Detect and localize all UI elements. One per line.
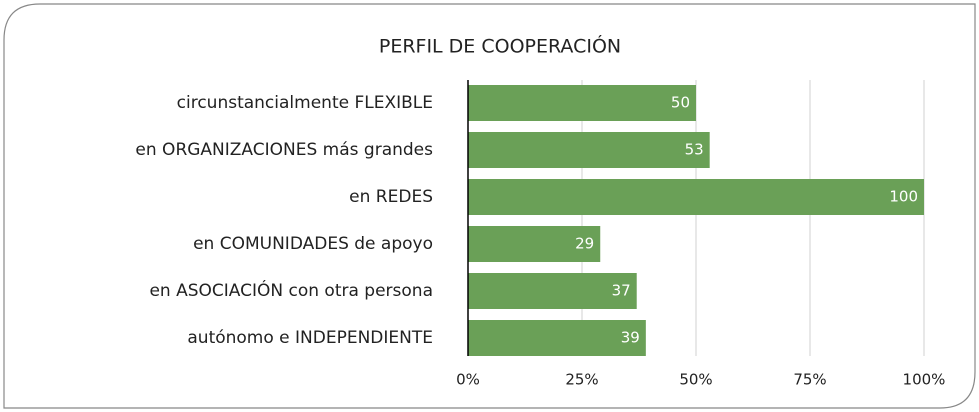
x-tick-label: 100% (903, 371, 946, 389)
x-tick-label: 50% (679, 371, 712, 389)
x-tick-label: 75% (793, 371, 826, 389)
y-tick-label: en REDES (349, 187, 433, 207)
data-label: 50 (671, 94, 690, 112)
data-label: 100 (889, 188, 918, 206)
data-label: 37 (612, 282, 631, 300)
x-tick-label: 25% (565, 371, 598, 389)
x-tick-label: 0% (456, 371, 480, 389)
bar (468, 226, 601, 262)
y-tick-label: en COMUNIDADES de apoyo (193, 234, 433, 254)
chart-title: PERFIL DE COOPERACIÓN (379, 34, 621, 58)
data-label: 39 (621, 329, 640, 347)
y-tick-label: en ASOCIACIÓN con otra persona (149, 279, 433, 301)
bar (468, 320, 646, 356)
data-label: 29 (575, 235, 594, 253)
bar (468, 273, 637, 309)
bar (468, 85, 696, 121)
data-label: 53 (685, 141, 704, 159)
bar (468, 132, 710, 168)
y-tick-label: en ORGANIZACIONES más grandes (135, 140, 433, 160)
y-tick-label: circunstancialmente FLEXIBLE (177, 93, 433, 113)
y-tick-label: autónomo e INDEPENDIENTE (187, 328, 433, 348)
bar (468, 179, 924, 215)
